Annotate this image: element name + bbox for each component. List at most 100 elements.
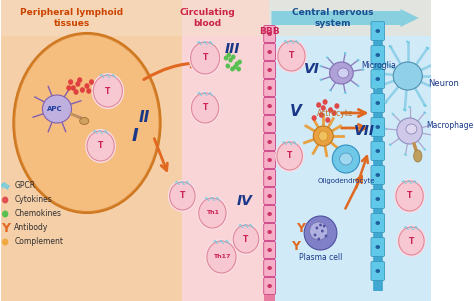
Circle shape	[68, 79, 73, 85]
Ellipse shape	[267, 248, 272, 252]
Text: T: T	[243, 234, 249, 244]
Circle shape	[325, 117, 330, 123]
FancyBboxPatch shape	[264, 79, 275, 97]
Ellipse shape	[375, 197, 380, 201]
Text: Y: Y	[0, 222, 9, 234]
Circle shape	[191, 93, 219, 123]
Circle shape	[235, 61, 239, 67]
Text: Astrocyte: Astrocyte	[317, 108, 354, 117]
Circle shape	[323, 225, 326, 228]
FancyBboxPatch shape	[264, 278, 275, 294]
Circle shape	[2, 238, 9, 246]
Circle shape	[224, 55, 228, 61]
Text: Oligodendrocyte: Oligodendrocyte	[317, 178, 375, 184]
Circle shape	[189, 40, 221, 76]
Circle shape	[190, 91, 220, 125]
FancyBboxPatch shape	[264, 116, 275, 132]
Ellipse shape	[267, 266, 272, 270]
Ellipse shape	[267, 68, 272, 72]
Circle shape	[197, 196, 228, 230]
Circle shape	[399, 227, 424, 255]
Ellipse shape	[375, 173, 380, 177]
Ellipse shape	[267, 104, 272, 108]
Text: T: T	[105, 86, 110, 95]
FancyBboxPatch shape	[264, 98, 275, 114]
FancyArrow shape	[272, 9, 419, 27]
Text: V: V	[290, 104, 302, 119]
Circle shape	[2, 197, 9, 203]
Circle shape	[316, 226, 318, 229]
Ellipse shape	[397, 118, 422, 144]
Text: Th1: Th1	[206, 210, 219, 216]
Text: T: T	[180, 191, 185, 200]
Circle shape	[318, 237, 320, 240]
Text: I: I	[132, 127, 138, 145]
FancyBboxPatch shape	[264, 151, 275, 169]
FancyBboxPatch shape	[264, 259, 275, 277]
Circle shape	[319, 224, 322, 226]
Text: Macrophage: Macrophage	[426, 120, 473, 129]
Text: T: T	[202, 54, 208, 63]
Circle shape	[199, 198, 226, 228]
Ellipse shape	[267, 212, 272, 216]
Text: APC: APC	[47, 106, 63, 112]
FancyBboxPatch shape	[264, 224, 275, 240]
Circle shape	[321, 229, 324, 232]
Ellipse shape	[267, 32, 272, 36]
Circle shape	[73, 89, 79, 95]
FancyBboxPatch shape	[371, 166, 384, 185]
Ellipse shape	[375, 53, 380, 57]
Text: Chemokines: Chemokines	[14, 209, 61, 219]
FancyBboxPatch shape	[264, 134, 275, 150]
Ellipse shape	[375, 29, 380, 33]
Circle shape	[226, 64, 230, 69]
Circle shape	[230, 67, 235, 72]
FancyBboxPatch shape	[264, 188, 275, 204]
Text: II: II	[138, 110, 150, 126]
FancyBboxPatch shape	[371, 117, 384, 136]
Circle shape	[397, 225, 426, 257]
Ellipse shape	[43, 95, 72, 123]
Ellipse shape	[80, 117, 89, 125]
Circle shape	[277, 142, 302, 170]
FancyBboxPatch shape	[371, 21, 384, 41]
Text: T: T	[289, 51, 294, 61]
Circle shape	[321, 105, 326, 111]
FancyBboxPatch shape	[264, 61, 275, 79]
Circle shape	[2, 210, 9, 218]
FancyBboxPatch shape	[264, 169, 275, 187]
Circle shape	[319, 131, 328, 141]
Text: T: T	[98, 141, 103, 150]
Circle shape	[233, 64, 237, 70]
Text: III: III	[225, 42, 240, 56]
Circle shape	[80, 87, 85, 93]
Circle shape	[319, 112, 324, 118]
Text: Circulating
blood: Circulating blood	[179, 8, 235, 28]
Circle shape	[332, 110, 337, 116]
Circle shape	[93, 75, 122, 107]
Circle shape	[275, 140, 304, 172]
Circle shape	[231, 54, 236, 60]
FancyBboxPatch shape	[264, 44, 275, 61]
Circle shape	[85, 129, 116, 163]
Ellipse shape	[375, 101, 380, 105]
Ellipse shape	[267, 176, 272, 180]
Text: VI: VI	[303, 62, 319, 76]
FancyBboxPatch shape	[371, 213, 384, 232]
Text: T: T	[287, 151, 292, 160]
Circle shape	[228, 57, 233, 63]
Text: T: T	[409, 237, 414, 246]
Ellipse shape	[375, 125, 380, 129]
Ellipse shape	[329, 62, 353, 84]
FancyBboxPatch shape	[264, 241, 275, 259]
Circle shape	[75, 81, 81, 87]
Circle shape	[71, 85, 76, 91]
Circle shape	[77, 77, 82, 83]
Circle shape	[227, 52, 231, 57]
Circle shape	[168, 180, 197, 212]
Ellipse shape	[406, 124, 417, 134]
Circle shape	[207, 241, 236, 273]
Circle shape	[322, 99, 328, 105]
Circle shape	[66, 85, 71, 91]
Circle shape	[205, 239, 238, 275]
